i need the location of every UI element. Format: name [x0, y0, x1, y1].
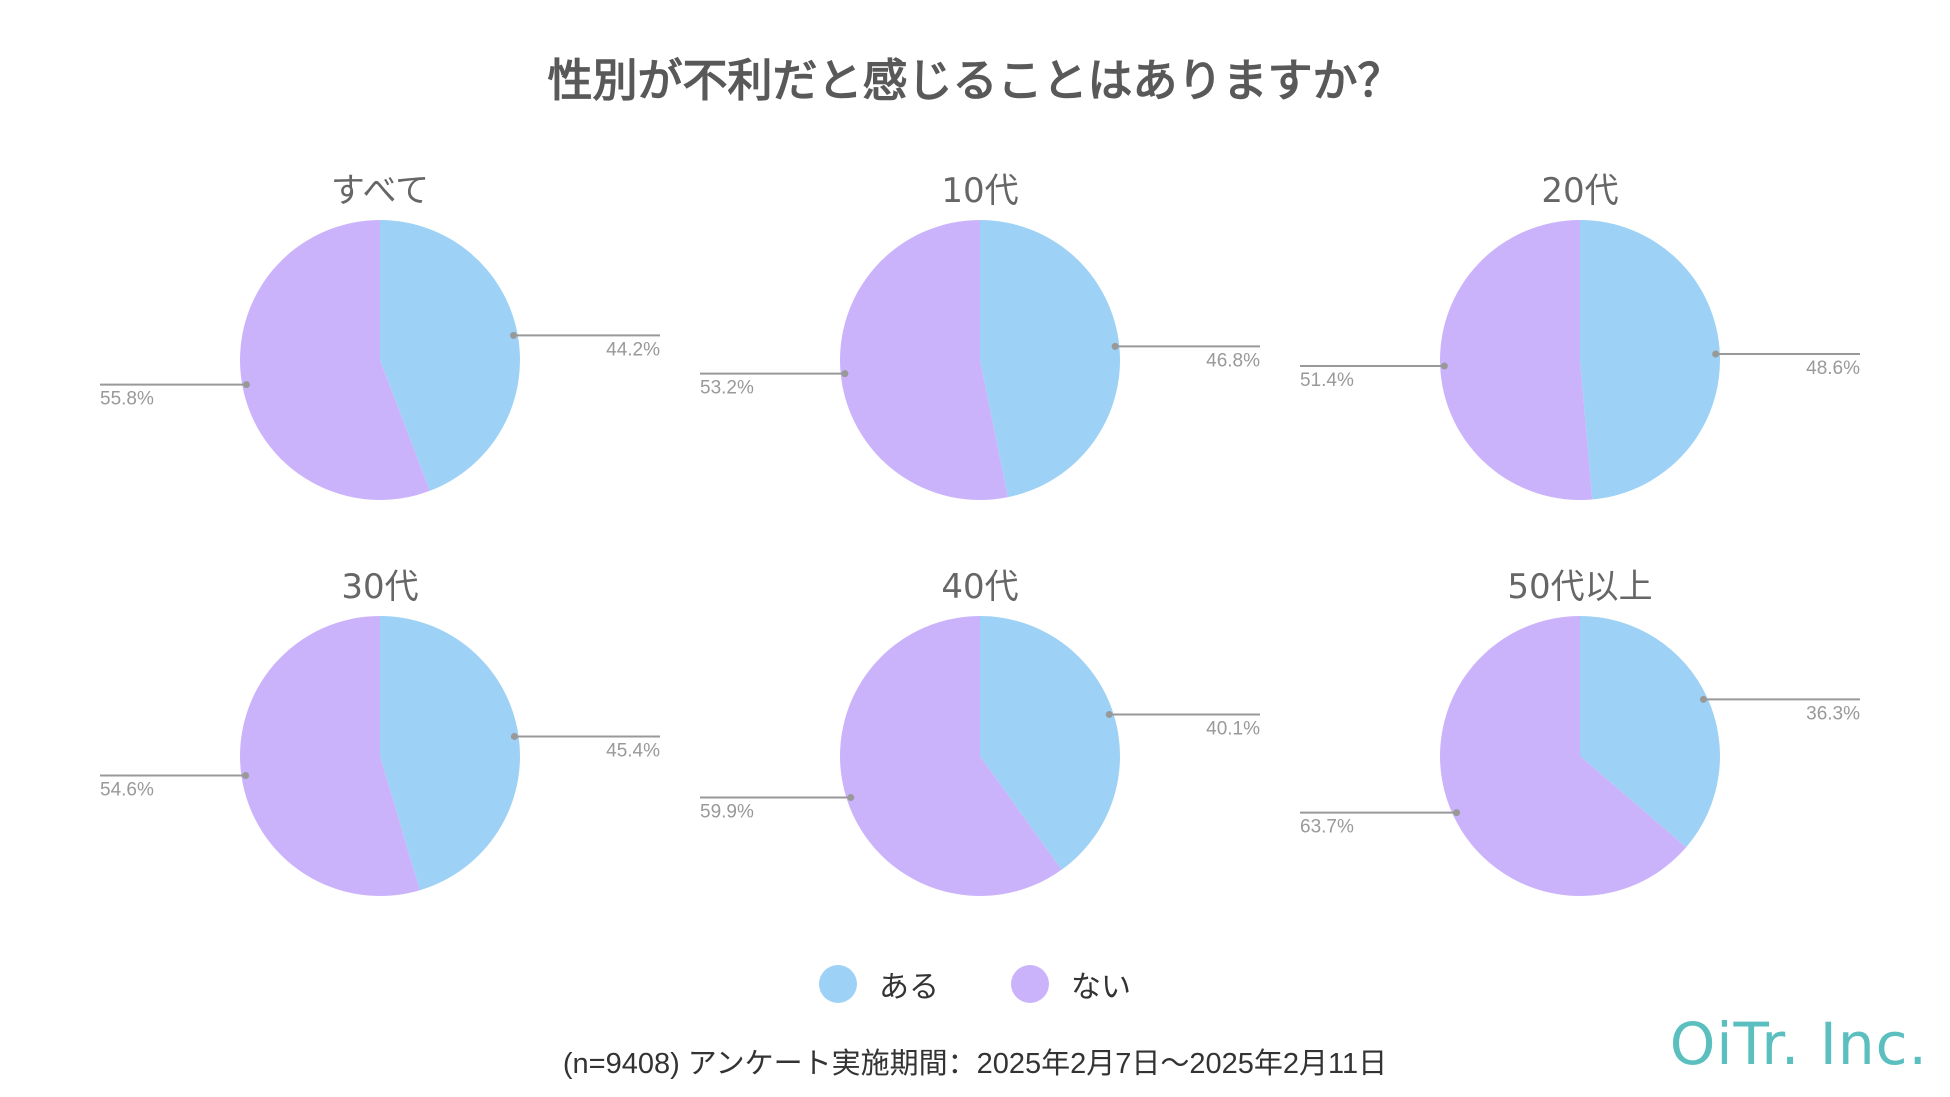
pie-slice-40s-aru [980, 616, 1120, 870]
pie-title-20s: 20代 [1541, 171, 1618, 211]
pie-chart-30s: 30代 45.4% 54.6% [100, 567, 660, 896]
legend-item-nai: ない [1011, 962, 1131, 1006]
pie-slice-20s-aru [1580, 220, 1721, 500]
data-label-10s-nai: 53.2% [700, 378, 754, 399]
data-label-all-nai: 55.8% [100, 389, 154, 410]
data-label-40s-nai: 59.9% [700, 802, 754, 823]
pie-chart-40s: 40代 40.1% 59.9% [700, 567, 1260, 896]
leader-dot-50s-plus-aru [1699, 695, 1707, 703]
legend-label-aru: ある [879, 970, 939, 1005]
data-label-30s-nai: 54.6% [100, 780, 154, 801]
pie-title-40s: 40代 [941, 567, 1018, 607]
data-label-50s-plus-nai: 63.7% [1300, 817, 1354, 838]
legend: ある ない [0, 962, 1950, 1006]
pie-slice-30s-aru [380, 616, 520, 891]
pie-title-50s-plus: 50代以上 [1507, 567, 1652, 607]
pie-slice-10s-nai [840, 220, 1008, 500]
data-label-10s-aru: 46.8% [1206, 350, 1260, 371]
pie-chart-50s-plus: 50代以上 36.3% 63.7% [1300, 567, 1860, 897]
page-title: 性別が不利だと感じることはありますか？ [547, 54, 1403, 107]
pie-slice-50s-plus-nai [1440, 616, 1687, 897]
pie-chart-all: すべて 44.2% 55.8% [100, 171, 660, 500]
leader-dot-40s-aru [1105, 710, 1113, 718]
legend-swatch-aru [819, 965, 857, 1003]
pie-slice-30s-nai [240, 616, 420, 896]
pie-title-all: すべて [331, 171, 429, 211]
pie-slice-40s-nai [839, 616, 1062, 896]
data-label-50s-plus-aru: 36.3% [1806, 703, 1860, 724]
leader-dot-20s-nai [1440, 362, 1448, 370]
pie-slice-20s-nai [1440, 220, 1593, 500]
pie-slice-all-aru [380, 220, 521, 491]
data-label-40s-aru: 40.1% [1206, 718, 1260, 739]
data-label-all-aru: 44.2% [606, 339, 660, 360]
leader-dot-30s-nai [242, 772, 250, 780]
leader-dot-40s-nai [847, 794, 855, 802]
leader-dot-50s-plus-nai [1453, 809, 1461, 817]
legend-swatch-nai [1011, 965, 1049, 1003]
data-label-20s-nai: 51.4% [1300, 370, 1354, 391]
pie-title-30s: 30代 [341, 567, 418, 607]
company-logo: OiTr. Inc. [1669, 1010, 1928, 1078]
leader-dot-all-nai [242, 381, 250, 389]
data-label-20s-aru: 48.6% [1806, 358, 1860, 379]
survey-footnote: (n=9408) アンケート実施期間：2025年2月7日～2025年2月11日 [562, 1048, 1388, 1080]
leader-dot-10s-aru [1111, 342, 1119, 350]
data-label-30s-aru: 45.4% [606, 740, 660, 761]
pie-slice-10s-aru [980, 219, 1121, 498]
legend-label-nai: ない [1071, 970, 1131, 1005]
pie-title-10s: 10代 [941, 171, 1018, 211]
leader-dot-all-aru [510, 331, 518, 339]
leader-dot-20s-aru [1712, 350, 1720, 358]
legend-item-aru: ある [819, 962, 939, 1006]
leader-dot-10s-nai [841, 370, 849, 378]
pie-chart-10s: 10代 46.8% 53.2% [700, 171, 1260, 500]
pie-slice-all-nai [240, 220, 430, 500]
pie-slice-50s-plus-aru [1580, 616, 1720, 848]
leader-dot-30s-aru [510, 732, 518, 740]
pie-chart-20s: 20代 48.6% 51.4% [1300, 171, 1860, 500]
